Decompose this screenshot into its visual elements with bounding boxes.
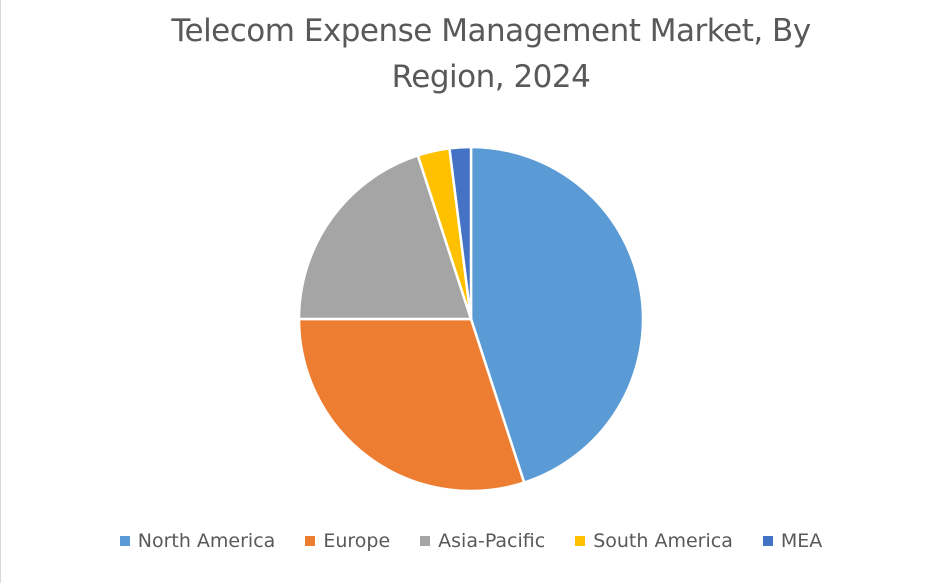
pie-slice-mea — [448, 145, 473, 321]
legend-swatch-mea — [762, 536, 773, 546]
legend-item-mea: MEA — [762, 530, 823, 552]
legend-swatch-asia-pacific — [420, 536, 431, 546]
pie-slice-asia-pacific — [297, 154, 473, 321]
legend-swatch-north-america — [119, 536, 130, 546]
legend-swatch-europe — [305, 536, 316, 546]
pie-slice-north-america — [469, 145, 645, 484]
legend-label-europe: Europe — [323, 530, 391, 552]
legend-item-asia-pacific: Asia-Pacific — [420, 530, 545, 552]
legend-item-europe: Europe — [305, 530, 390, 552]
legend-label-mea: MEA — [780, 530, 823, 552]
legend-label-south-america: South America — [593, 530, 733, 552]
legend-item-north-america: North America — [119, 530, 276, 552]
chart-title: Telecom Expense Management Market, By Re… — [171, 13, 811, 95]
legend-swatch-south-america — [575, 536, 586, 546]
legend-label-asia-pacific: Asia-Pacific — [438, 530, 546, 552]
legend-item-south-america: South America — [575, 530, 733, 552]
legend-label-north-america: North America — [137, 530, 276, 552]
chart-legend: North America Europe Asia-Pacific South Ame… — [1, 530, 940, 552]
pie-chart — [297, 145, 645, 493]
pie-slice-europe — [297, 317, 526, 493]
